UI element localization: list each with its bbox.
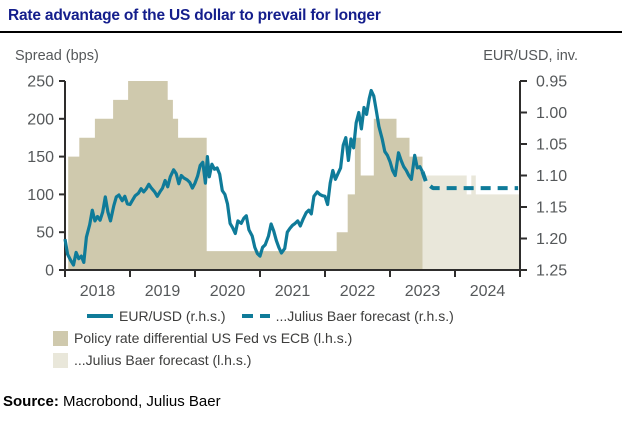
policy-differential-area (68, 81, 423, 270)
x-tick-label: 2022 (340, 283, 376, 300)
left-axis-title: Spread (bps) (15, 48, 99, 64)
left-tick-label: 0 (45, 263, 54, 280)
chart-title: Rate advantage of the US dollar to preva… (8, 7, 381, 24)
legend-label-differential: Policy rate differential US Fed vs ECB (… (74, 330, 353, 346)
right-tick-label: 0.95 (536, 74, 567, 91)
left-tick-label: 100 (27, 187, 54, 204)
right-tick-label: 1.00 (536, 105, 567, 122)
legend-label-differential-forecast: ...Julius Baer forecast (l.h.s.) (74, 352, 252, 368)
legend-row-differential-forecast: ...Julius Baer forecast (l.h.s.) (53, 351, 251, 369)
x-tick-label: 2023 (405, 283, 441, 300)
eurusd-line-swatch (87, 314, 113, 318)
differential-area-swatch (53, 330, 68, 346)
policy-differential-forecast-area (422, 175, 520, 270)
forecast-dash-swatch (241, 314, 270, 318)
legend-label-eurusd-forecast: ...Julius Baer forecast (r.h.s.) (275, 308, 454, 324)
legend-row-differential: Policy rate differential US Fed vs ECB (… (53, 329, 352, 347)
legend-label-eurusd: EUR/USD (r.h.s.) (119, 308, 226, 324)
left-tick-label: 250 (27, 74, 54, 91)
right-tick-label: 1.20 (536, 231, 567, 248)
x-tick-label: 2020 (210, 283, 246, 300)
legend-row-lines: EUR/USD (r.h.s.) ...Julius Baer forecast… (87, 307, 454, 325)
x-tick-label: 2018 (80, 283, 116, 300)
source-label: Source: (3, 393, 59, 410)
source-text: Macrobond, Julius Baer (58, 393, 221, 410)
right-tick-label: 1.05 (536, 137, 567, 154)
right-axis-title: EUR/USD, inv. (483, 48, 578, 64)
x-tick-label: 2019 (145, 283, 181, 300)
left-tick-label: 50 (36, 225, 54, 242)
right-tick-label: 1.15 (536, 200, 567, 217)
right-tick-label: 1.10 (536, 168, 567, 185)
right-tick-label: 1.25 (536, 263, 567, 280)
left-tick-label: 150 (27, 149, 54, 166)
title-bar: Rate advantage of the US dollar to preva… (0, 0, 622, 33)
source-line: Source: Macrobond, Julius Baer (3, 393, 221, 410)
eurusd-line (63, 88, 424, 267)
left-tick-label: 200 (27, 111, 54, 128)
differential-forecast-swatch (53, 352, 68, 368)
x-tick-label: 2021 (275, 283, 311, 300)
x-tick-label: 2024 (470, 283, 506, 300)
eurusd-forecast-line (420, 171, 519, 191)
